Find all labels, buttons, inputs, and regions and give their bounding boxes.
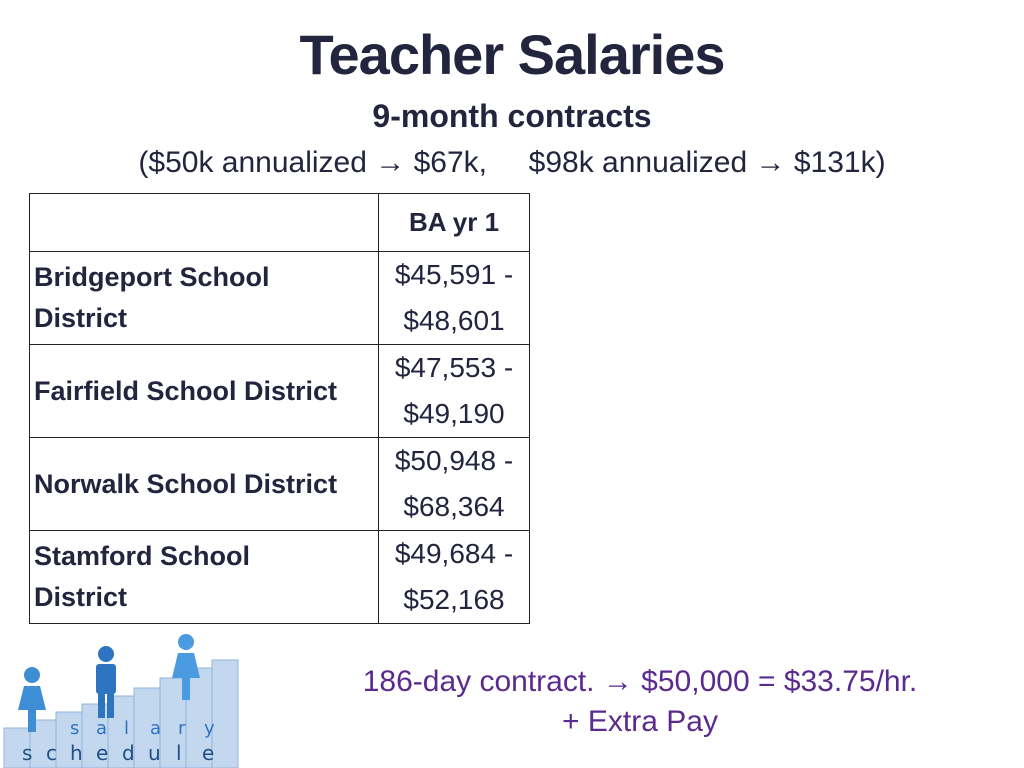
person-icon	[18, 667, 46, 732]
salary-low: $45,591 -	[394, 259, 514, 290]
logo-letter: l	[124, 718, 129, 739]
annualized-note: ($50k annualized → $67k, $98k annualized…	[138, 146, 886, 179]
person-icon	[172, 634, 200, 700]
table-row: Norwalk School District $50,948 - $68,36…	[29, 437, 530, 531]
salary-high: $52,168	[403, 584, 505, 615]
table-row: Bridgeport School District $45,591 - $48…	[29, 251, 530, 345]
salary-table: BA yr 1 Bridgeport School District $45,5…	[29, 193, 530, 624]
logo-letter: a	[150, 718, 161, 739]
salary-high: $68,364	[403, 491, 505, 522]
logo-letter: e	[96, 741, 108, 765]
logo-letter: s	[22, 741, 32, 765]
extra-pay-line: + Extra Pay	[562, 705, 718, 738]
logo-text-salary: s a l a r y	[70, 718, 215, 739]
logo-letter: d	[122, 741, 135, 765]
logo-letter: h	[70, 741, 83, 765]
logo-bars	[3, 659, 239, 768]
logo-letter: y	[204, 718, 215, 739]
salary-range: $47,553 - $49,190	[378, 344, 530, 438]
table-row: Fairfield School District $47,553 - $49,…	[29, 344, 530, 438]
salary-schedule-logo: s a l a r y s c h e d u l e	[3, 634, 239, 768]
district-name: Norwalk School District	[29, 437, 379, 531]
logo-letter: u	[148, 741, 161, 765]
district-name: Stamford School District	[29, 530, 379, 624]
salary-low: $47,553 -	[394, 352, 514, 383]
table-header-blank	[29, 193, 379, 252]
district-name: Bridgeport School District	[29, 251, 379, 345]
logo-letter: e	[202, 741, 214, 765]
salary-high: $49,190	[403, 398, 505, 429]
logo-letter: l	[176, 741, 182, 765]
table-row: Stamford School District $49,684 - $52,1…	[29, 530, 530, 624]
slide-title: Teacher Salaries	[299, 23, 725, 86]
salary-low: $49,684 -	[394, 538, 514, 569]
contract-rate-line: 186-day contract. → $50,000 = $33.75/hr.	[362, 665, 918, 698]
salary-range: $50,948 - $68,364	[378, 437, 530, 531]
salary-range: $49,684 - $52,168	[378, 530, 530, 624]
logo-letter: r	[178, 718, 186, 739]
table-header-row: BA yr 1	[29, 193, 530, 252]
contract-footnote: 186-day contract. → $50,000 = $33.75/hr.…	[300, 662, 980, 742]
salary-low: $50,948 -	[394, 445, 514, 476]
logo-letter: a	[96, 718, 107, 739]
logo-letter: s	[70, 718, 79, 739]
logo-letter: c	[46, 741, 57, 765]
salary-range: $45,591 - $48,601	[378, 251, 530, 345]
salary-high: $48,601	[403, 305, 505, 336]
person-icon	[96, 646, 116, 718]
table-header-ba-yr1: BA yr 1	[378, 193, 530, 252]
slide-subtitle: 9-month contracts	[372, 98, 652, 134]
district-name: Fairfield School District	[29, 344, 379, 438]
logo-text-schedule: s c h e d u l e	[22, 741, 214, 765]
